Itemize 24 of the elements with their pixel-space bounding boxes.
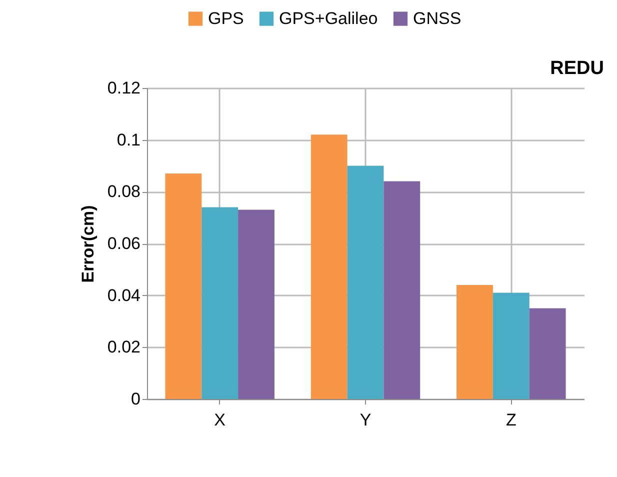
bar <box>165 174 202 399</box>
bar <box>310 134 348 399</box>
y-tick-label: 0.06 <box>107 234 140 253</box>
y-tick-label: 0.04 <box>107 286 140 305</box>
legend-label: GPS+Galileo <box>279 8 378 28</box>
bar <box>384 181 420 399</box>
chart-title: REDU <box>550 58 604 79</box>
y-tick-label: 0 <box>131 390 140 408</box>
bar <box>492 292 530 399</box>
bar <box>347 166 384 399</box>
y-tick-label: 0.1 <box>116 130 140 150</box>
x-tick-label: Y <box>360 410 372 430</box>
bar <box>456 284 493 399</box>
y-tick-label: 0.08 <box>107 182 140 202</box>
x-tick-label: X <box>214 410 226 430</box>
bar <box>202 207 238 399</box>
bar <box>529 308 566 399</box>
y-axis-title: Error(cm) <box>78 205 98 283</box>
x-tick-label: Z <box>506 410 516 430</box>
legend-label: GNSS <box>413 8 462 28</box>
y-tick-label: 0.12 <box>107 78 140 98</box>
legend-label: GPS <box>208 8 244 28</box>
y-tick-label: 0.02 <box>107 338 140 357</box>
bar <box>238 210 274 399</box>
